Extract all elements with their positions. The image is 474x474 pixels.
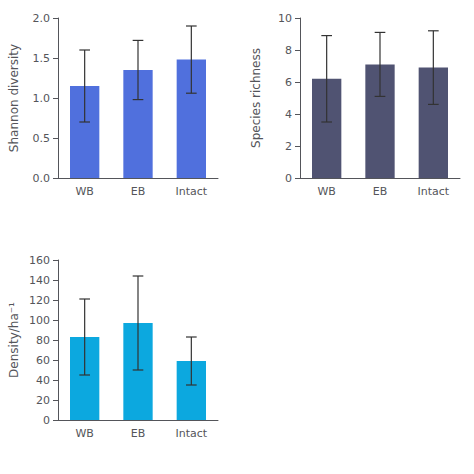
svg-text:Shannon diversity: Shannon diversity [7,44,21,152]
svg-text:0.0: 0.0 [33,172,51,185]
svg-text:Intact: Intact [418,185,450,198]
svg-text:8: 8 [285,44,292,57]
svg-text:140: 140 [29,274,50,287]
svg-text:EB: EB [373,185,388,198]
svg-text:Intact: Intact [176,185,208,198]
svg-text:0: 0 [285,172,292,185]
svg-text:4: 4 [285,108,292,121]
svg-text:120: 120 [29,294,50,307]
svg-text:100: 100 [29,314,50,327]
svg-text:Species richness: Species richness [249,48,263,148]
svg-text:Intact: Intact [176,427,208,440]
svg-text:0.5: 0.5 [33,132,51,145]
svg-text:WB: WB [317,185,335,198]
svg-text:2: 2 [285,140,292,153]
svg-text:40: 40 [36,374,50,387]
svg-text:0: 0 [43,414,50,427]
svg-text:1.5: 1.5 [33,52,51,65]
svg-text:160: 160 [29,254,50,267]
svg-text:EB: EB [131,185,146,198]
svg-text:Density/ha⁻¹: Density/ha⁻¹ [7,302,21,378]
svg-text:20: 20 [36,394,50,407]
svg-text:80: 80 [36,334,50,347]
svg-text:60: 60 [36,354,50,367]
svg-text:2.0: 2.0 [33,12,51,25]
svg-text:WB: WB [75,185,93,198]
svg-text:EB: EB [131,427,146,440]
svg-text:10: 10 [278,12,292,25]
svg-text:6: 6 [285,76,292,89]
svg-text:1.0: 1.0 [33,92,51,105]
svg-text:WB: WB [75,427,93,440]
